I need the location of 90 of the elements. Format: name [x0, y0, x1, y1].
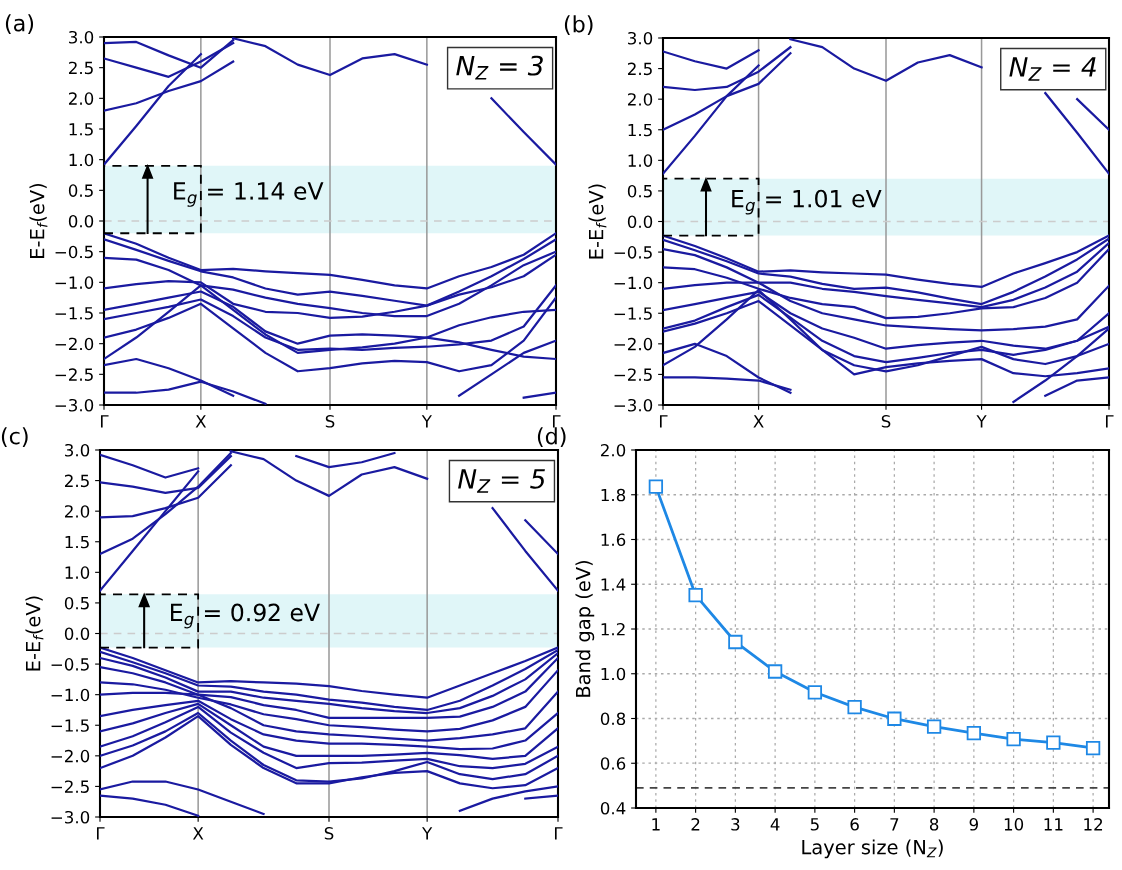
- y-tick-label: −1.5: [614, 307, 652, 320]
- y-tick-label: −2.5: [55, 368, 93, 381]
- y-tick-label: −1.0: [51, 688, 90, 702]
- x-tick-label: S: [324, 827, 334, 840]
- y-tick-label: 2.0: [68, 92, 94, 105]
- x-tick-label: 7: [890, 818, 899, 831]
- x-tick-label: 8: [929, 818, 939, 831]
- text: (c): [1, 427, 28, 448]
- annotation: E$_{g}$ = 1.14 eV: [174, 182, 324, 207]
- y-tick-label: 1.5: [65, 535, 89, 549]
- y-tick-label: 1.8: [601, 488, 626, 502]
- text: (d): [537, 427, 566, 448]
- y-tick-label: 2.5: [627, 62, 652, 76]
- y-tick-label: −1.5: [51, 719, 89, 732]
- y-tick-label: 2.5: [64, 474, 89, 488]
- x-tick-label: Γ: [100, 415, 109, 428]
- y-tick-label: 1.0: [628, 154, 653, 167]
- y-tick-label: −3.0: [614, 398, 653, 412]
- y-axis-title: E-E$_{f}$(eV): [588, 184, 607, 259]
- text: (b): [564, 15, 593, 36]
- y-tick-label: 3.0: [628, 31, 653, 45]
- y-tick-label: 0.6: [600, 757, 626, 770]
- x-tick-label: X: [192, 827, 204, 840]
- y-tick-label: 0.5: [68, 184, 93, 197]
- y-tick-label: 0.0: [68, 214, 94, 228]
- y-tick-label: 1.5: [69, 123, 93, 136]
- x-tick-label: Y: [421, 415, 432, 428]
- y-tick-label: 3.0: [65, 443, 90, 457]
- annotation: N$_{Z}$ = 4: [1009, 57, 1096, 81]
- x-tick-label: 10: [1004, 818, 1024, 831]
- y-tick-label: 0.5: [64, 596, 89, 610]
- x-tick-label: Y: [976, 415, 987, 428]
- y-tick-label: −0.5: [55, 245, 93, 259]
- y-tick-label: 1.0: [601, 667, 626, 681]
- y-tick-label: 0.8: [600, 712, 626, 726]
- x-tick-label: 9: [969, 818, 978, 831]
- y-tick-label: 1.2: [601, 622, 625, 636]
- y-tick-label: 2.5: [68, 61, 93, 75]
- y-tick-label: −2.5: [614, 368, 652, 381]
- y-tick-label: 0.0: [64, 627, 90, 641]
- x-tick-label: 4: [770, 818, 780, 831]
- x-tick-label: S: [881, 415, 891, 428]
- y-tick-label: −2.0: [55, 337, 94, 351]
- x-tick-label: 11: [1044, 818, 1063, 831]
- y-tick-label: 2.0: [64, 505, 90, 518]
- y-tick-label: −3.0: [55, 398, 94, 412]
- y-tick-label: −1.0: [55, 276, 94, 289]
- y-tick-label: 1.0: [65, 566, 90, 579]
- x-tick-label: 3: [731, 818, 740, 831]
- y-tick-label: −1.0: [614, 276, 653, 290]
- x-tick-label: S: [325, 415, 335, 428]
- x-tick-label: 1: [652, 818, 660, 831]
- y-axis-title: Band gap (eV): [575, 561, 595, 697]
- y-tick-label: −2.0: [614, 337, 653, 351]
- x-tick-label: X: [195, 415, 207, 428]
- y-tick-label: −3.0: [51, 810, 90, 824]
- y-tick-label: 0.5: [627, 184, 652, 198]
- x-tick-label: Γ: [96, 827, 105, 840]
- y-tick-label: 0.4: [600, 801, 626, 815]
- y-tick-label: −0.5: [614, 246, 652, 259]
- annotation: E$_{g}$ = 0.92 eV: [171, 603, 320, 629]
- x-tick-label: 12: [1084, 818, 1103, 831]
- y-tick-label: 1.4: [601, 578, 626, 591]
- y-axis-title: E-E$_{f}$(eV): [29, 183, 48, 258]
- y-tick-label: 1.6: [601, 533, 626, 547]
- x-tick-label: X: [753, 415, 764, 428]
- y-tick-label: −0.5: [51, 658, 89, 671]
- y-tick-label: 1.5: [628, 123, 652, 137]
- y-axis-title: E-E$_{f}$(eV): [25, 596, 44, 671]
- x-tick-label: 2: [691, 818, 700, 831]
- annotation: E$_{g}$ = 1.01 eV: [732, 189, 882, 215]
- y-tick-label: 0.0: [627, 215, 653, 229]
- x-tick-label: Y: [422, 827, 433, 840]
- x-tick-label: Γ: [554, 827, 563, 840]
- y-tick-label: −1.5: [55, 307, 93, 320]
- x-axis-title: Layer size (N$_{Z}$): [802, 839, 943, 859]
- y-tick-label: 2.0: [627, 93, 653, 106]
- x-tick-label: 6: [850, 818, 859, 831]
- y-tick-label: 1.0: [69, 153, 94, 167]
- y-tick-label: −2.0: [51, 749, 90, 763]
- annotation: N$_{Z}$ = 3: [456, 55, 543, 80]
- x-tick-label: Γ: [659, 415, 668, 428]
- x-tick-label: Γ: [552, 415, 561, 428]
- text: (a): [5, 14, 34, 35]
- x-tick-label: Γ: [1105, 415, 1114, 428]
- y-tick-label: 3.0: [69, 30, 94, 44]
- y-tick-label: 2.0: [600, 443, 626, 457]
- annotation: N$_{Z}$ = 5: [458, 469, 545, 493]
- y-tick-label: −2.5: [51, 780, 89, 793]
- x-tick-label: 5: [810, 818, 819, 831]
